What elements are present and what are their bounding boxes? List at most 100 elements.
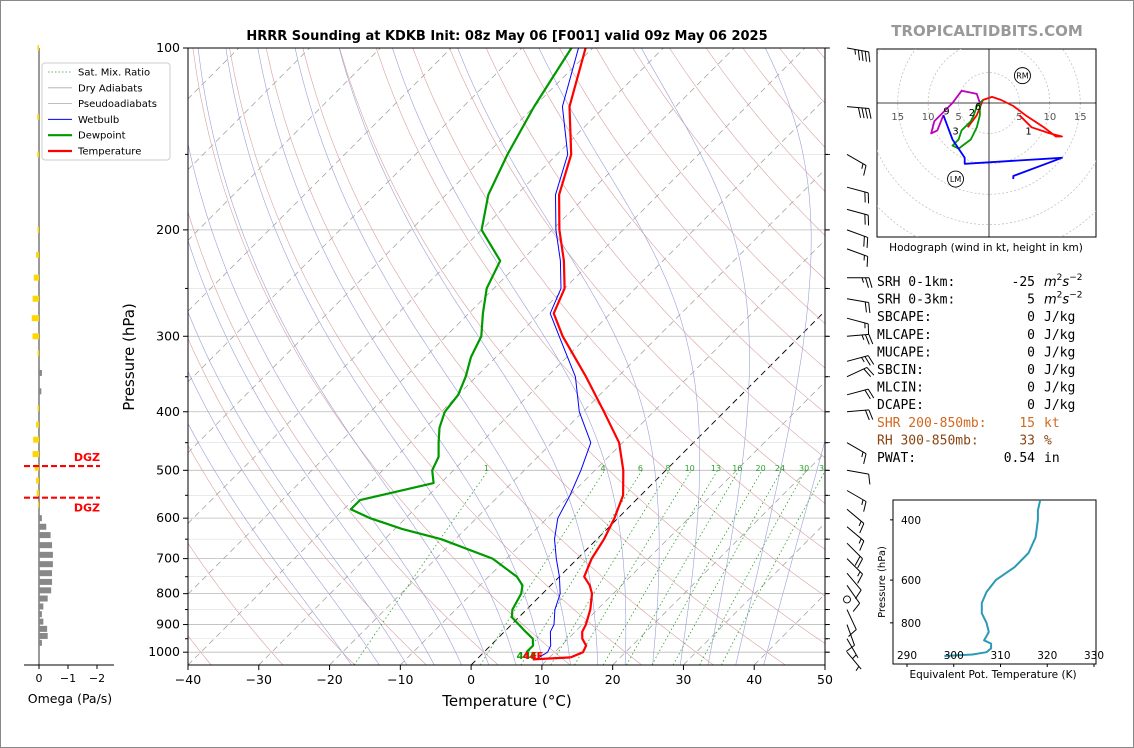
barb-shaft <box>846 208 869 216</box>
wind-barb-500 <box>846 469 871 485</box>
barb-full <box>868 474 871 485</box>
omega-bar-940 <box>39 632 48 639</box>
dgz-label-1: DGZ <box>74 502 100 515</box>
hodograph-height-1: 1 <box>1025 126 1031 137</box>
dry-adiabat--30 <box>188 542 284 665</box>
barb-full <box>861 107 865 119</box>
barb-shaft <box>846 558 863 575</box>
index-label-4: MUCAPE: <box>877 345 932 360</box>
omega-tick-label-1: −1 <box>60 672 76 685</box>
x-tick-label-10: 10 <box>534 672 550 687</box>
barb-full <box>864 334 870 345</box>
pseudoadiabat-28 <box>538 48 700 665</box>
barb-shaft <box>846 624 855 646</box>
barb-full <box>866 367 875 376</box>
barb-full <box>863 453 867 464</box>
index-unit-6: J/kg <box>1044 381 1075 396</box>
wind-barb-540 <box>846 490 867 512</box>
wind-barb-350 <box>846 366 875 378</box>
wind-barb-150 <box>846 153 867 176</box>
index-value-5: 0 <box>1027 363 1035 378</box>
barb-full <box>864 389 871 400</box>
isotherm--50 <box>188 48 735 595</box>
barb-shaft <box>846 526 865 542</box>
index-unit-4: J/kg <box>1044 345 1075 360</box>
unit-sup: −2 <box>1069 273 1082 283</box>
barb-half <box>857 571 861 577</box>
legend-box <box>41 62 171 161</box>
hodograph-height-2: 2 <box>969 108 975 119</box>
y-tick-label-400: 400 <box>156 404 180 419</box>
barb-half <box>858 538 862 544</box>
index-unit-7: J/kg <box>1044 398 1075 413</box>
hodograph-height-9: 9 <box>943 106 949 117</box>
index-label-2: SBCAPE: <box>877 310 932 325</box>
omega-bar-915 <box>39 625 48 632</box>
omega-bar-790 <box>39 587 52 594</box>
barb-full <box>864 51 867 62</box>
dry-adiabat-40 <box>302 48 786 665</box>
wind-barb-215 <box>846 248 869 267</box>
barb-full <box>868 108 872 119</box>
y-tick-label-500: 500 <box>156 462 180 477</box>
wind-barbs <box>826 47 875 672</box>
theta-e-xlabel: Equivalent Pot. Temperature (K) <box>909 669 1076 681</box>
barb-full <box>864 108 869 119</box>
hodograph-ring-label-1: 10 <box>922 112 935 123</box>
x-tick-label-0: 0 <box>467 672 475 687</box>
omega-bar-890 <box>39 618 44 625</box>
theta-e-y-tick-label-600: 600 <box>901 575 921 587</box>
barb-full <box>868 409 874 420</box>
omega-bar-320 <box>37 350 39 357</box>
barb-shaft <box>846 153 867 166</box>
barb-shaft <box>846 609 857 630</box>
index-unit-8: kt <box>1044 416 1060 431</box>
barb-shaft <box>846 490 867 502</box>
x-tick-label--40: −40 <box>175 672 201 687</box>
mixing-ratio-4 <box>479 470 606 665</box>
mixing-ratio-label-4: 4 <box>601 464 606 473</box>
barb-shaft <box>846 355 869 362</box>
omega-bar-345 <box>39 369 42 376</box>
barb-shaft <box>846 186 869 194</box>
wind-barb-300 <box>846 333 874 345</box>
barb-full <box>867 215 870 226</box>
index-value-8: 15 <box>1019 416 1035 431</box>
y-tick-label-600: 600 <box>156 510 180 525</box>
barb-full <box>864 214 866 225</box>
dry-adiabat--20 <box>188 444 355 665</box>
theta-e-ylabel: Pressure (hPa) <box>877 546 888 618</box>
mixing-ratio-13 <box>602 470 718 665</box>
isotherm-20 <box>612 452 825 665</box>
barb-full <box>861 50 864 62</box>
barb-full <box>863 236 865 247</box>
omega-bar-570 <box>37 501 39 508</box>
x-tick-label-20: 20 <box>605 672 621 687</box>
barb-shaft <box>846 388 869 396</box>
dry-adiabat-30 <box>265 48 714 665</box>
isotherm-10 <box>541 381 825 665</box>
barb-shaft <box>846 572 862 591</box>
temperature-surface-tick <box>532 656 571 661</box>
index-value-6: 0 <box>1027 381 1035 396</box>
dgz-label-0: DGZ <box>74 451 100 464</box>
isotherm-30 <box>683 522 825 665</box>
omega-bar-445 <box>33 436 39 443</box>
dry-adiabat--10 <box>188 337 427 665</box>
dry-adiabat-50 <box>339 48 825 644</box>
index-label-10: PWAT: <box>877 451 916 466</box>
pseudoadiabat-40 <box>763 439 825 665</box>
wind-barb-240 <box>847 277 873 288</box>
omega-bar-220 <box>36 251 39 258</box>
pseudoadiabat-0 <box>197 48 490 665</box>
omega-bar-815 <box>39 595 48 602</box>
mixing-ratio-1 <box>353 470 489 665</box>
legend-label-4: Dewpoint <box>78 131 126 142</box>
unit-mid: s <box>1062 293 1069 308</box>
x-tick-label-50: 50 <box>817 672 833 687</box>
barb-full <box>864 410 870 421</box>
index-label-3: MLCAPE: <box>877 328 932 343</box>
barb-shaft <box>846 106 869 110</box>
